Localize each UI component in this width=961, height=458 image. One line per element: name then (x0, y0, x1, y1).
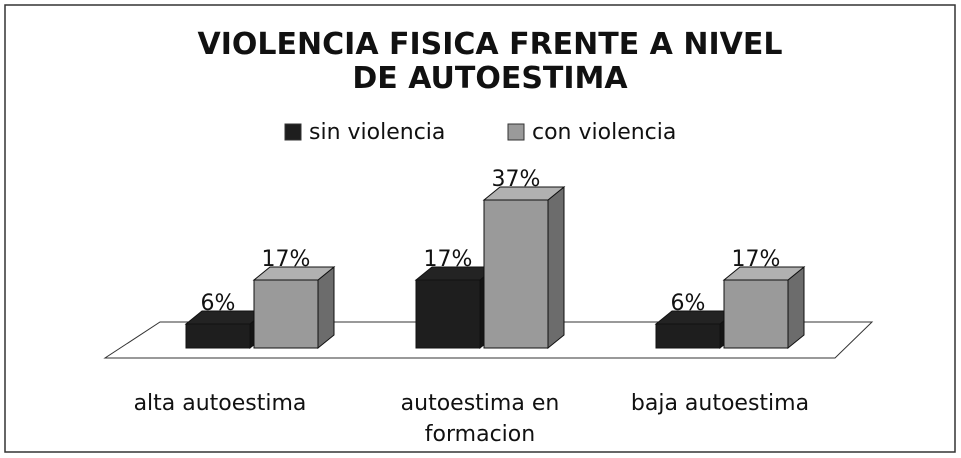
bar-top (252, 266, 336, 281)
x-tick-label: autoestima en formacion (400, 391, 560, 447)
bar-top (482, 186, 566, 201)
x-tick-label: alta autoestima (133, 391, 307, 416)
legend-label: sin violencia (309, 120, 445, 145)
bar-front (655, 323, 721, 349)
legend-label: con violencia (532, 120, 676, 145)
bar-top (722, 266, 806, 281)
bar (722, 265, 806, 350)
chart-border (4, 4, 956, 453)
data-label: 6% (671, 291, 706, 316)
legend-swatch (507, 123, 525, 141)
bar (252, 265, 336, 350)
legend-swatch (284, 123, 302, 141)
bar-side (317, 265, 335, 350)
bar (482, 185, 566, 350)
bar-side (547, 185, 565, 350)
x-tick-label: baja autoestima (630, 391, 810, 416)
bar-side (787, 265, 805, 350)
bar-front (415, 279, 481, 349)
bar-front (723, 279, 789, 349)
data-label: 37% (492, 167, 541, 192)
bar-front (253, 279, 319, 349)
data-label: 17% (424, 247, 473, 272)
bar-front (483, 199, 549, 349)
data-label: 17% (262, 247, 311, 272)
chart-title: VIOLENCIA FISICA FRENTE A NIVEL DE AUTOE… (197, 27, 783, 96)
data-label: 17% (732, 247, 781, 272)
bar-front (185, 323, 251, 349)
data-label: 6% (201, 291, 236, 316)
